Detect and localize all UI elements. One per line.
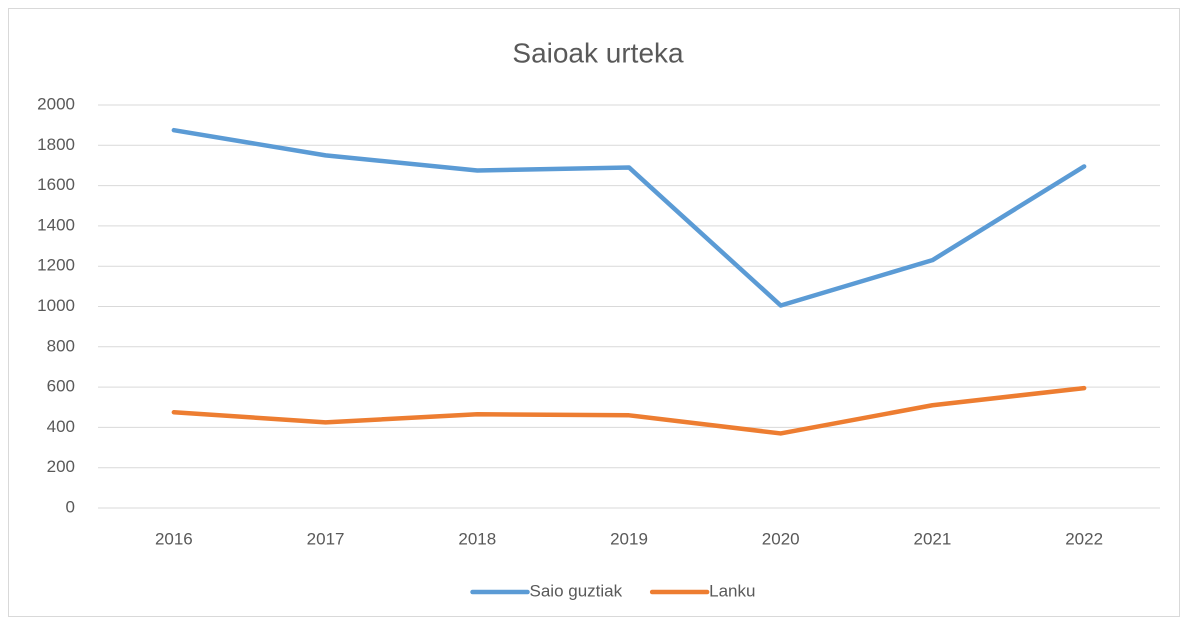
chart-title: Saioak urteka [512, 37, 684, 68]
legend-label: Saio guztiak [530, 581, 623, 600]
x-tick-label: 2016 [155, 529, 193, 548]
y-tick-label: 2000 [37, 94, 75, 113]
y-tick-label: 800 [47, 336, 75, 355]
y-tick-label: 1200 [37, 256, 75, 275]
y-tick-label: 1600 [37, 175, 75, 194]
chart-frame [8, 8, 1180, 617]
y-tick-label: 0 [66, 497, 75, 516]
x-tick-label: 2021 [914, 529, 952, 548]
x-tick-label: 2020 [762, 529, 800, 548]
y-tick-label: 1800 [37, 135, 75, 154]
y-tick-label: 1400 [37, 215, 75, 234]
y-tick-label: 200 [47, 457, 75, 476]
x-tick-label: 2022 [1065, 529, 1103, 548]
series-line [171, 385, 1087, 436]
y-tick-label: 400 [47, 417, 75, 436]
series-line [171, 127, 1087, 308]
x-tick-label: 2017 [307, 529, 345, 548]
legend-label: Lanku [709, 581, 755, 600]
y-tick-label: 600 [47, 377, 75, 396]
x-tick-label: 2018 [458, 529, 496, 548]
x-tick-label: 2019 [610, 529, 648, 548]
y-tick-label: 1000 [37, 296, 75, 315]
